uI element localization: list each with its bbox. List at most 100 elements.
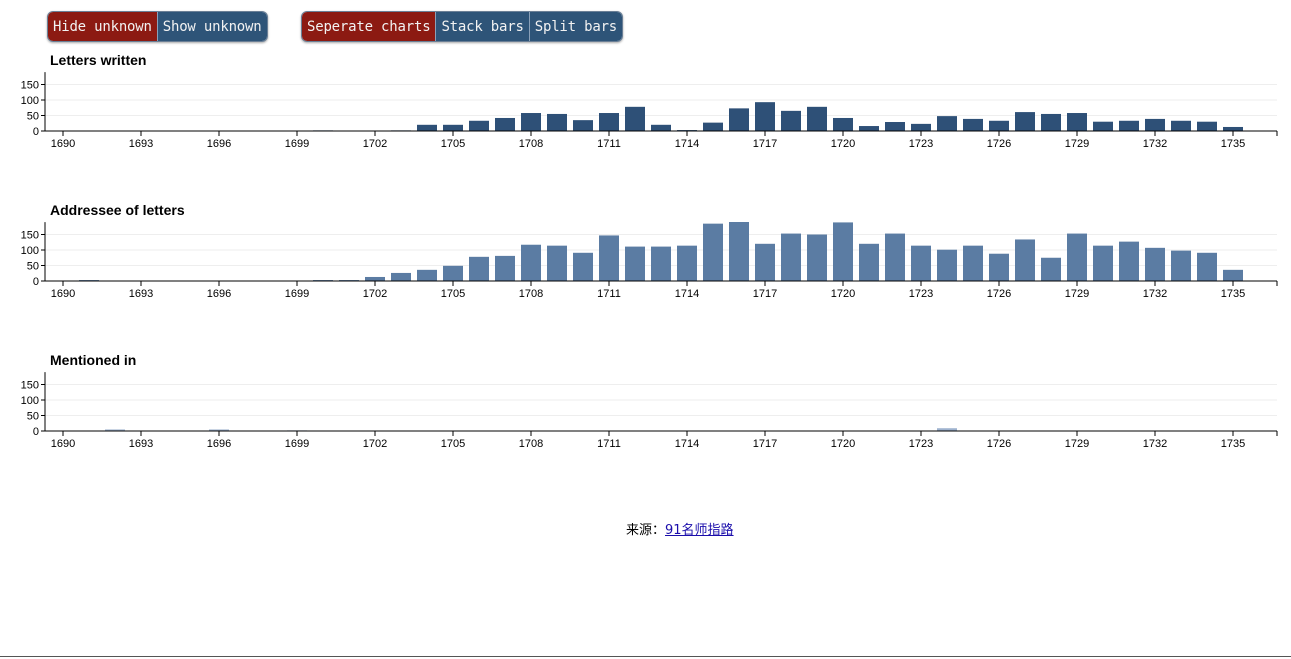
- y-tick-label: 0: [33, 126, 39, 138]
- y-tick-label: 0: [33, 426, 39, 438]
- bar-1720[interactable]: [833, 222, 853, 281]
- bar-1731[interactable]: [1119, 120, 1139, 131]
- bar-1720[interactable]: [833, 117, 853, 131]
- stack-bars-button[interactable]: Stack bars: [436, 12, 530, 41]
- bar-1728[interactable]: [1041, 113, 1061, 131]
- x-tick-label: 1705: [441, 288, 465, 300]
- split-bars-button[interactable]: Split bars: [529, 12, 623, 41]
- x-tick-label: 1729: [1065, 438, 1089, 450]
- bar-1713[interactable]: [651, 246, 671, 281]
- bar-1734[interactable]: [1197, 252, 1217, 281]
- bar-1707[interactable]: [495, 255, 515, 281]
- bar-1719[interactable]: [807, 234, 827, 282]
- bar-1708[interactable]: [521, 113, 541, 131]
- bar-1704[interactable]: [417, 124, 437, 131]
- chart-title-letters-written: Letters written: [50, 52, 147, 68]
- bar-1732[interactable]: [1145, 247, 1165, 281]
- bar-1722[interactable]: [885, 122, 905, 131]
- bar-1703[interactable]: [391, 272, 411, 281]
- bar-1710[interactable]: [573, 252, 593, 281]
- source-link[interactable]: 91名师指路: [665, 523, 734, 538]
- bar-1713[interactable]: [651, 124, 671, 131]
- bar-1730[interactable]: [1093, 121, 1113, 131]
- bar-1727[interactable]: [1015, 239, 1035, 281]
- bar-1692[interactable]: [105, 429, 125, 431]
- bar-1712[interactable]: [625, 106, 645, 131]
- x-tick-label: 1732: [1143, 138, 1167, 150]
- bar-1733[interactable]: [1171, 120, 1191, 131]
- bar-1721[interactable]: [859, 126, 879, 131]
- bar-1730[interactable]: [1093, 245, 1113, 281]
- bar-1706[interactable]: [469, 256, 489, 281]
- x-tick-label: 1735: [1221, 138, 1245, 150]
- bar-1702[interactable]: [365, 276, 385, 281]
- x-tick-label: 1702: [363, 288, 387, 300]
- y-tick-label: 150: [21, 80, 39, 92]
- bar-1725[interactable]: [963, 118, 983, 131]
- bar-1717[interactable]: [755, 102, 775, 131]
- x-tick-label: 1693: [129, 138, 153, 150]
- bar-1705[interactable]: [443, 124, 463, 131]
- x-tick-label: 1723: [909, 138, 933, 150]
- bar-1725[interactable]: [963, 245, 983, 281]
- bar-1714[interactable]: [677, 245, 697, 281]
- bar-1721[interactable]: [859, 243, 879, 281]
- x-tick-label: 1705: [441, 438, 465, 450]
- x-tick-label: 1735: [1221, 438, 1245, 450]
- bar-1708[interactable]: [521, 244, 541, 281]
- bar-1735[interactable]: [1223, 126, 1243, 131]
- bar-1709[interactable]: [547, 245, 567, 281]
- chart-title-mentioned-in: Mentioned in: [50, 352, 137, 368]
- bar-1734[interactable]: [1197, 121, 1217, 131]
- bar-1707[interactable]: [495, 117, 515, 131]
- bar-1719[interactable]: [807, 106, 827, 131]
- bar-1729[interactable]: [1067, 233, 1087, 281]
- bar-1709[interactable]: [547, 113, 567, 131]
- bar-1712[interactable]: [625, 246, 645, 281]
- bar-1716[interactable]: [729, 108, 749, 131]
- bar-1727[interactable]: [1015, 112, 1035, 131]
- bar-1735[interactable]: [1223, 269, 1243, 281]
- bar-1716[interactable]: [729, 222, 749, 281]
- bar-1723[interactable]: [911, 123, 931, 131]
- bar-1715[interactable]: [703, 122, 723, 131]
- bar-1717[interactable]: [755, 243, 775, 281]
- x-tick-label: 1714: [675, 138, 699, 150]
- bar-1724[interactable]: [937, 428, 957, 431]
- bar-1724[interactable]: [937, 249, 957, 281]
- x-tick-label: 1720: [831, 138, 855, 150]
- x-tick-label: 1702: [363, 138, 387, 150]
- x-tick-label: 1705: [441, 138, 465, 150]
- bar-1729[interactable]: [1067, 113, 1087, 131]
- bar-1723[interactable]: [911, 245, 931, 281]
- bar-1732[interactable]: [1145, 118, 1165, 131]
- y-tick-label: 50: [27, 411, 39, 423]
- show-unknown-button[interactable]: Show unknown: [157, 12, 267, 41]
- bar-1733[interactable]: [1171, 250, 1191, 281]
- bar-1711[interactable]: [599, 113, 619, 131]
- source-credit: 来源：91名师指路: [626, 519, 734, 538]
- bar-1704[interactable]: [417, 269, 437, 281]
- bar-1722[interactable]: [885, 233, 905, 281]
- bar-1710[interactable]: [573, 120, 593, 131]
- bar-1706[interactable]: [469, 120, 489, 131]
- bar-1718[interactable]: [781, 233, 801, 281]
- bar-1718[interactable]: [781, 110, 801, 131]
- bar-1711[interactable]: [599, 235, 619, 281]
- bar-1726[interactable]: [989, 120, 1009, 131]
- bar-1726[interactable]: [989, 253, 1009, 281]
- x-tick-label: 1726: [987, 288, 1011, 300]
- bar-1696[interactable]: [209, 429, 229, 431]
- hide-unknown-button[interactable]: Hide unknown: [48, 12, 158, 41]
- x-tick-label: 1720: [831, 288, 855, 300]
- x-tick-label: 1726: [987, 138, 1011, 150]
- bar-1728[interactable]: [1041, 257, 1061, 281]
- bar-1705[interactable]: [443, 265, 463, 281]
- layout-toggle-group: Seperate charts Stack bars Split bars: [301, 11, 624, 42]
- bar-1731[interactable]: [1119, 241, 1139, 281]
- separate-charts-button[interactable]: Seperate charts: [302, 12, 437, 41]
- x-tick-label: 1696: [207, 288, 231, 300]
- bar-1724[interactable]: [937, 116, 957, 131]
- bar-1715[interactable]: [703, 223, 723, 281]
- x-tick-label: 1699: [285, 288, 309, 300]
